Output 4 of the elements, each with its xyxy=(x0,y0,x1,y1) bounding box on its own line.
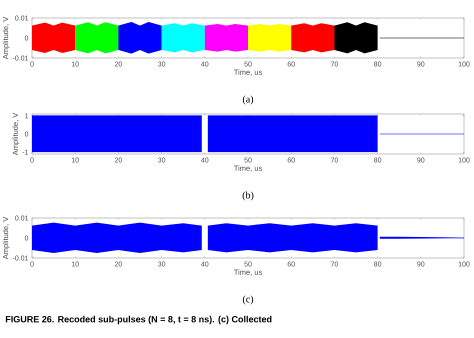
text: (a) xyxy=(242,95,254,105)
text: (b) xyxy=(242,191,254,201)
caption: FIGURE 26. Recoded sub-pulses (N = 8, t = 8 ns). (c) Collected xyxy=(6,316,272,324)
text: (c) xyxy=(242,295,254,305)
